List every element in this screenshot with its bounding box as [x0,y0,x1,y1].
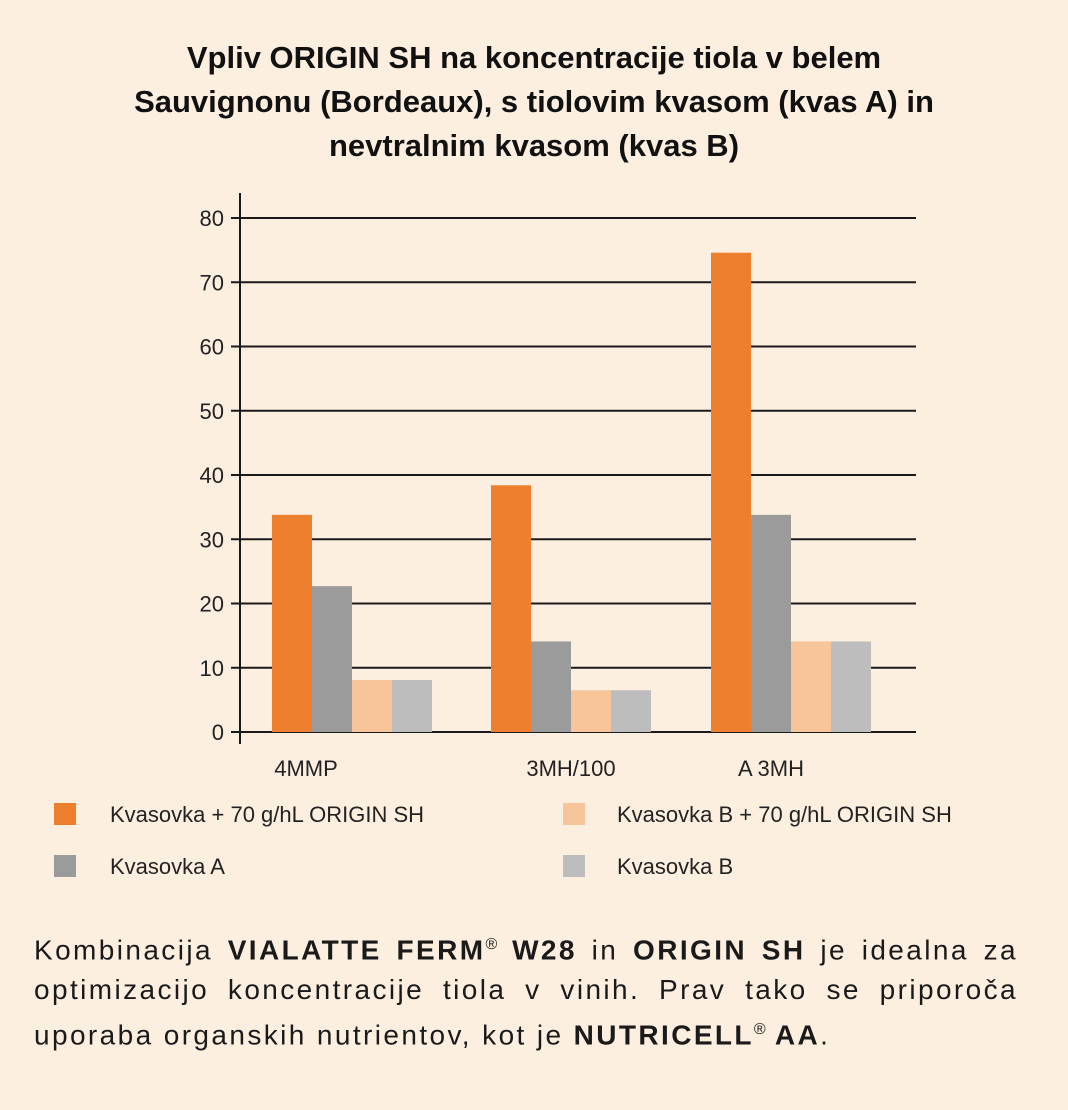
y-tick-label: 30 [200,527,224,552]
bar-chart: 0 10 20 30 40 50 60 70 80 4MMP 3MH/100 A 3MH Kvaso… [54,193,952,879]
bar [392,679,432,732]
bar [531,641,571,732]
bar [272,514,312,732]
y-tick-label: 60 [200,335,224,360]
legend-swatch [54,803,76,825]
y-tick-label: 0 [212,720,224,745]
bar [791,641,831,732]
legend-label: Kvasovka + 70 g/hL ORIGIN SH [110,802,424,827]
bar [312,586,352,732]
x-category-label: A 3MH [738,756,804,781]
y-axis: 0 10 20 30 40 50 60 70 80 [200,193,241,745]
legend-swatch [563,803,585,825]
bar [611,690,651,732]
bars [272,252,871,732]
bar [571,690,611,732]
x-axis-labels: 4MMP 3MH/100 A 3MH [274,756,804,781]
bar [352,679,392,732]
legend-label: Kvasovka A [110,854,225,879]
bar [491,485,531,732]
chart-title-line-1: Vpliv ORIGIN SH na koncentracije tiola v… [186,40,882,75]
legend-swatch [54,855,76,877]
chart-title-line-2: Sauvignonu (Bordeaux), s tiolovim kvasom… [134,84,934,119]
legend-label: Kvasovka B + 70 g/hL ORIGIN SH [617,802,952,827]
legend-swatch [563,855,585,877]
y-tick-label: 40 [200,463,224,488]
y-tick-label: 20 [200,592,224,617]
registered-mark: ® [485,936,498,953]
bar [831,641,871,732]
product-name-aa: AA [765,1019,821,1051]
legend-label: Kvasovka B [617,854,733,879]
product-name-vialatte-ferm: VIALATTE FERM [227,934,486,966]
legend: Kvasovka + 70 g/hL ORIGIN SH Kvasovka A Kv… [54,802,952,879]
y-tick-label: 50 [200,399,224,424]
y-tick-label: 70 [200,270,224,295]
x-category-label: 3MH/100 [526,756,615,781]
product-name-w28: W28 [497,934,577,966]
footer-text-part: in [576,934,634,966]
footer-text-part: Kombinacija [34,934,228,966]
product-name-origin-sh: ORIGIN SH [633,934,806,966]
y-tick-label: 80 [200,206,224,231]
x-category-label: 4MMP [274,756,338,781]
footer-text-part: . [820,1019,831,1051]
registered-mark: ® [753,1021,766,1039]
bar [711,252,751,732]
y-tick-label: 10 [200,656,224,681]
chart-title-line-3: nevtralnim kvasom (kvas B) [328,128,740,163]
bar [751,514,791,732]
footer-text: Kombinacija VIALATTE FERM® W28 in ORIGIN… [34,925,1018,1056]
product-name-nutricell: NUTRICELL [573,1019,754,1051]
footer-text-part: je idealna za optimizacijo koncentracije… [34,934,1018,1051]
chart-title: Vpliv ORIGIN SH na koncentracije tiola v… [0,36,1068,168]
